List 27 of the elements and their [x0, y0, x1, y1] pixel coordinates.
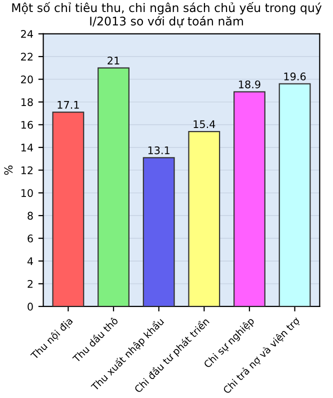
bar — [52, 112, 84, 306]
y-tick-label: 12 — [21, 166, 33, 174]
y-tick-label: 14 — [21, 144, 33, 152]
y-axis-title: % — [4, 165, 13, 175]
bar — [142, 157, 175, 306]
bar — [188, 130, 220, 306]
data-label: 19.6 — [284, 72, 306, 80]
y-tick-label: 8 — [28, 212, 33, 220]
bar — [98, 67, 130, 306]
y-tick-label: 0 — [28, 302, 33, 311]
y-tick-label: 24 — [21, 30, 33, 38]
chart-title: Một số chỉ tiêu thu, chi ngân sách chủ yếu trong quý I/2013 so với dự toán năm — [12, 2, 322, 28]
data-label: 13.1 — [148, 146, 170, 154]
y-tick-label: 20 — [21, 75, 33, 84]
data-label: 18.9 — [238, 80, 260, 88]
y-tick-label: 22 — [21, 52, 33, 61]
bar — [278, 83, 311, 306]
y-tick-label: 2 — [28, 280, 33, 288]
y-tick-label: 4 — [27, 257, 33, 265]
y-tick-label: 6 — [28, 234, 33, 242]
bar — [233, 91, 266, 306]
data-label: 21 — [108, 56, 120, 64]
y-tick-label: 10 — [21, 189, 33, 197]
y-tick-label: 16 — [21, 120, 33, 129]
data-label: 17.1 — [58, 101, 79, 109]
data-label: 15.4 — [194, 120, 216, 128]
y-tick-label: 18 — [21, 98, 33, 106]
